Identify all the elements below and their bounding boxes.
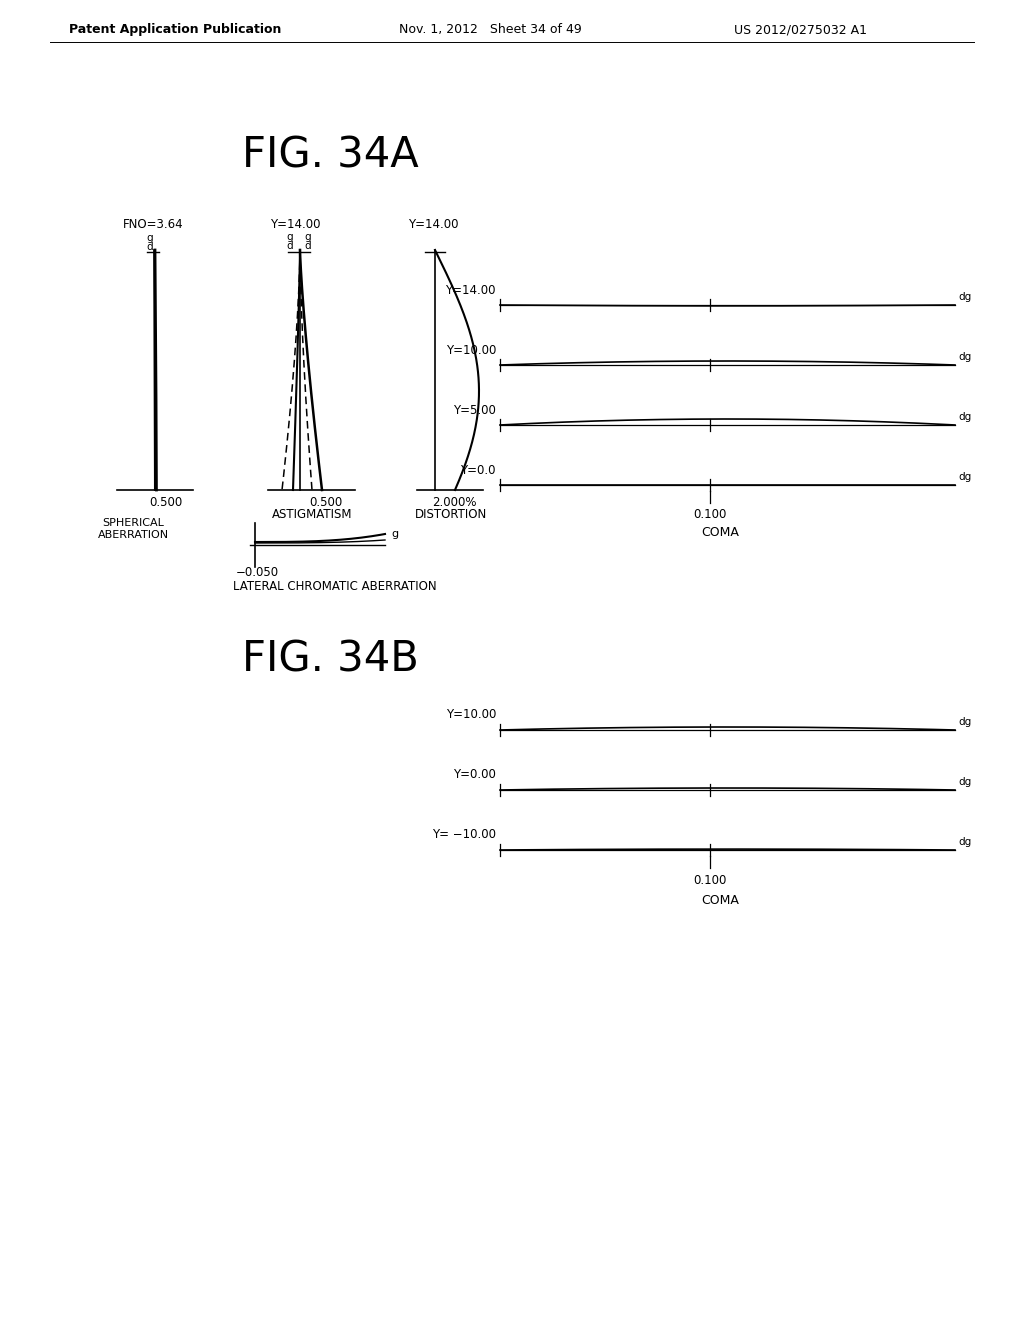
Text: −0.050: −0.050 — [236, 566, 279, 579]
Text: FIG. 34A: FIG. 34A — [242, 135, 419, 176]
Text: g: g — [146, 234, 154, 243]
Text: Y=0.00: Y=0.00 — [454, 768, 496, 781]
Text: dg: dg — [958, 837, 971, 847]
Text: COMA: COMA — [701, 894, 739, 907]
Text: COMA: COMA — [701, 527, 739, 540]
Text: 0.100: 0.100 — [693, 874, 727, 887]
Text: FNO=3.64: FNO=3.64 — [123, 219, 183, 231]
Text: US 2012/0275032 A1: US 2012/0275032 A1 — [733, 24, 866, 37]
Text: Y=14.00: Y=14.00 — [445, 284, 496, 297]
Text: Y=5.00: Y=5.00 — [454, 404, 496, 417]
Text: SPHERICAL
ABERRATION: SPHERICAL ABERRATION — [97, 517, 169, 540]
Text: d: d — [287, 242, 293, 251]
Text: Patent Application Publication: Patent Application Publication — [69, 24, 282, 37]
Text: g: g — [305, 232, 311, 242]
Text: ASTIGMATISM: ASTIGMATISM — [271, 508, 352, 521]
Text: 0.100: 0.100 — [693, 508, 727, 521]
Text: g: g — [287, 232, 293, 242]
Text: 0.500: 0.500 — [150, 496, 183, 510]
Text: dg: dg — [958, 412, 971, 422]
Text: d: d — [146, 242, 154, 252]
Text: g: g — [391, 529, 398, 539]
Text: Y=14.00: Y=14.00 — [408, 219, 459, 231]
Text: 2.000%: 2.000% — [432, 496, 477, 510]
Text: FIG. 34B: FIG. 34B — [242, 639, 419, 681]
Text: DISTORTION: DISTORTION — [415, 508, 487, 521]
Text: dg: dg — [958, 717, 971, 727]
Text: Y=10.00: Y=10.00 — [445, 709, 496, 722]
Text: dg: dg — [958, 292, 971, 302]
Text: dg: dg — [958, 473, 971, 482]
Text: dg: dg — [958, 352, 971, 362]
Text: Y= −10.00: Y= −10.00 — [432, 829, 496, 842]
Text: d: d — [305, 242, 311, 251]
Text: Y=14.00: Y=14.00 — [269, 219, 321, 231]
Text: LATERAL CHROMATIC ABERRATION: LATERAL CHROMATIC ABERRATION — [233, 581, 437, 594]
Text: Y=10.00: Y=10.00 — [445, 343, 496, 356]
Text: dg: dg — [958, 777, 971, 787]
Text: 0.500: 0.500 — [309, 496, 342, 510]
Text: Nov. 1, 2012   Sheet 34 of 49: Nov. 1, 2012 Sheet 34 of 49 — [398, 24, 582, 37]
Text: Y=0.0: Y=0.0 — [461, 463, 496, 477]
